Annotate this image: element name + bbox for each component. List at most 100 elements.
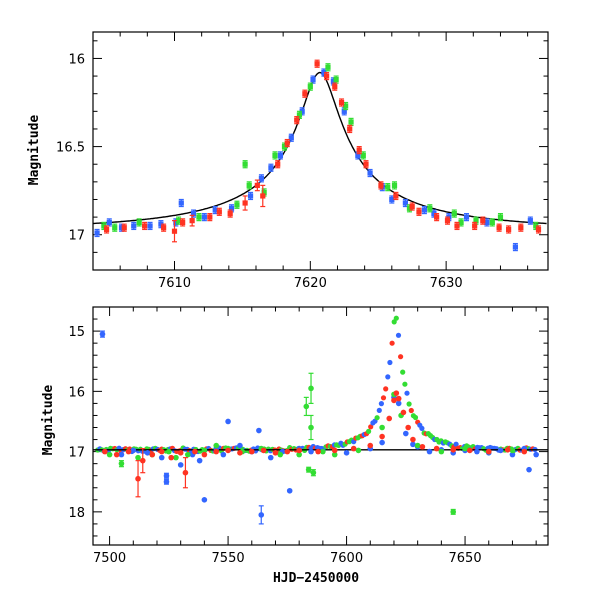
top-data-point xyxy=(389,196,395,203)
bottom-baseline-point xyxy=(406,401,412,407)
bottom-data-point xyxy=(296,447,302,454)
top-data-point xyxy=(261,189,267,196)
top-data-point xyxy=(101,223,107,229)
bottom-data-point xyxy=(260,447,267,454)
bottom-data-point xyxy=(462,445,468,452)
top-data-point xyxy=(444,218,451,224)
bottom-data-point xyxy=(118,451,125,458)
top-data-point xyxy=(136,219,142,225)
top-data-point xyxy=(427,205,433,211)
top-data-point xyxy=(121,225,127,231)
bottom-data-point xyxy=(433,445,440,452)
top-data-point xyxy=(234,202,240,208)
bottom-baseline-point xyxy=(376,407,382,413)
bottom-data-point xyxy=(350,445,357,452)
bottom-baseline-point xyxy=(398,354,404,360)
bottom-baseline-point xyxy=(453,441,459,447)
top-data-point xyxy=(307,84,313,90)
top-model-curve xyxy=(93,71,547,225)
top-data-point xyxy=(497,214,504,220)
bottom-data-point xyxy=(144,450,151,456)
top-marks xyxy=(93,59,547,252)
top-data-point xyxy=(402,200,408,206)
bottom-data-point xyxy=(237,450,243,456)
top-data-point xyxy=(242,161,248,167)
bottom-baseline-point xyxy=(387,359,393,366)
bottom-y-tick-label: 15 xyxy=(68,325,85,340)
bottom-data-point xyxy=(125,448,132,455)
top-y-tick-label: 16 xyxy=(68,52,85,67)
bottom-y-tick-label: 16 xyxy=(68,385,85,400)
bottom-data-point xyxy=(414,442,421,449)
bottom-data-point xyxy=(395,395,402,402)
bottom-data-point xyxy=(139,457,146,464)
top-data-point xyxy=(533,223,539,229)
bottom-data-point xyxy=(213,442,220,449)
top-data-point xyxy=(173,219,179,225)
top-data-point xyxy=(385,184,391,190)
bottom-data-point xyxy=(237,442,243,449)
bottom-data-point xyxy=(106,451,113,458)
top-data-point xyxy=(277,152,284,159)
top-data-point xyxy=(189,218,195,224)
top-data-point xyxy=(421,207,428,213)
top-data-point xyxy=(393,193,399,199)
top-data-point xyxy=(242,200,248,206)
top-data-point xyxy=(275,161,281,167)
bottom-data-point xyxy=(277,451,284,458)
top-x-tick-label: 7620 xyxy=(294,276,327,291)
top-data-point xyxy=(281,143,288,150)
bottom-data-point xyxy=(308,385,314,392)
top-data-point xyxy=(527,218,533,224)
top-data-point xyxy=(288,135,294,141)
top-data-point xyxy=(406,205,413,211)
top-data-point xyxy=(367,170,373,176)
bottom-data-point xyxy=(177,462,184,468)
bottom-baseline-point xyxy=(400,369,406,375)
bottom-baseline-point xyxy=(419,425,425,431)
top-data-point xyxy=(260,193,266,199)
bottom-data-point xyxy=(113,451,120,458)
bottom-data-point xyxy=(474,448,480,455)
top-data-point xyxy=(302,91,308,97)
top-data-point xyxy=(227,210,233,217)
top-data-point xyxy=(178,200,184,206)
bottom-data-point xyxy=(379,433,385,440)
bottom-data-point xyxy=(225,447,231,454)
bottom-data-point xyxy=(220,451,227,458)
bottom-data-point xyxy=(310,469,317,476)
bottom-data-point xyxy=(272,450,279,456)
top-data-point xyxy=(324,73,330,79)
top-data-point xyxy=(333,77,339,83)
bottom-data-point xyxy=(355,447,362,454)
top-data-point xyxy=(268,165,274,171)
top-x-tick-label: 7630 xyxy=(430,276,463,291)
bottom-data-point xyxy=(521,448,528,455)
bottom-baseline-point xyxy=(402,381,408,387)
top-data-point xyxy=(296,112,303,118)
bottom-data-point xyxy=(284,448,291,455)
top-y-axis-label: Magnitude xyxy=(27,115,42,186)
bottom-data-point xyxy=(158,448,165,455)
bottom-data-point xyxy=(184,451,191,458)
top-data-point xyxy=(254,182,260,188)
top-plot-frame xyxy=(92,31,549,271)
bottom-data-point xyxy=(256,427,262,434)
bottom-baseline-point xyxy=(412,414,419,421)
bottom-data-point xyxy=(497,447,504,454)
bottom-data-point xyxy=(367,442,374,449)
bottom-data-point xyxy=(163,478,170,485)
bottom-data-point xyxy=(509,451,516,458)
top-data-point xyxy=(299,108,305,114)
bottom-data-point xyxy=(405,424,411,431)
bottom-data-point xyxy=(102,448,108,455)
bottom-data-point xyxy=(419,443,426,450)
top-data-point xyxy=(321,69,327,76)
top-data-point xyxy=(416,209,422,215)
top-data-point xyxy=(103,226,110,233)
top-data-point xyxy=(463,214,470,220)
bottom-y-tick-label: 17 xyxy=(68,446,85,461)
top-data-point xyxy=(216,209,222,215)
top-data-point xyxy=(341,108,347,114)
